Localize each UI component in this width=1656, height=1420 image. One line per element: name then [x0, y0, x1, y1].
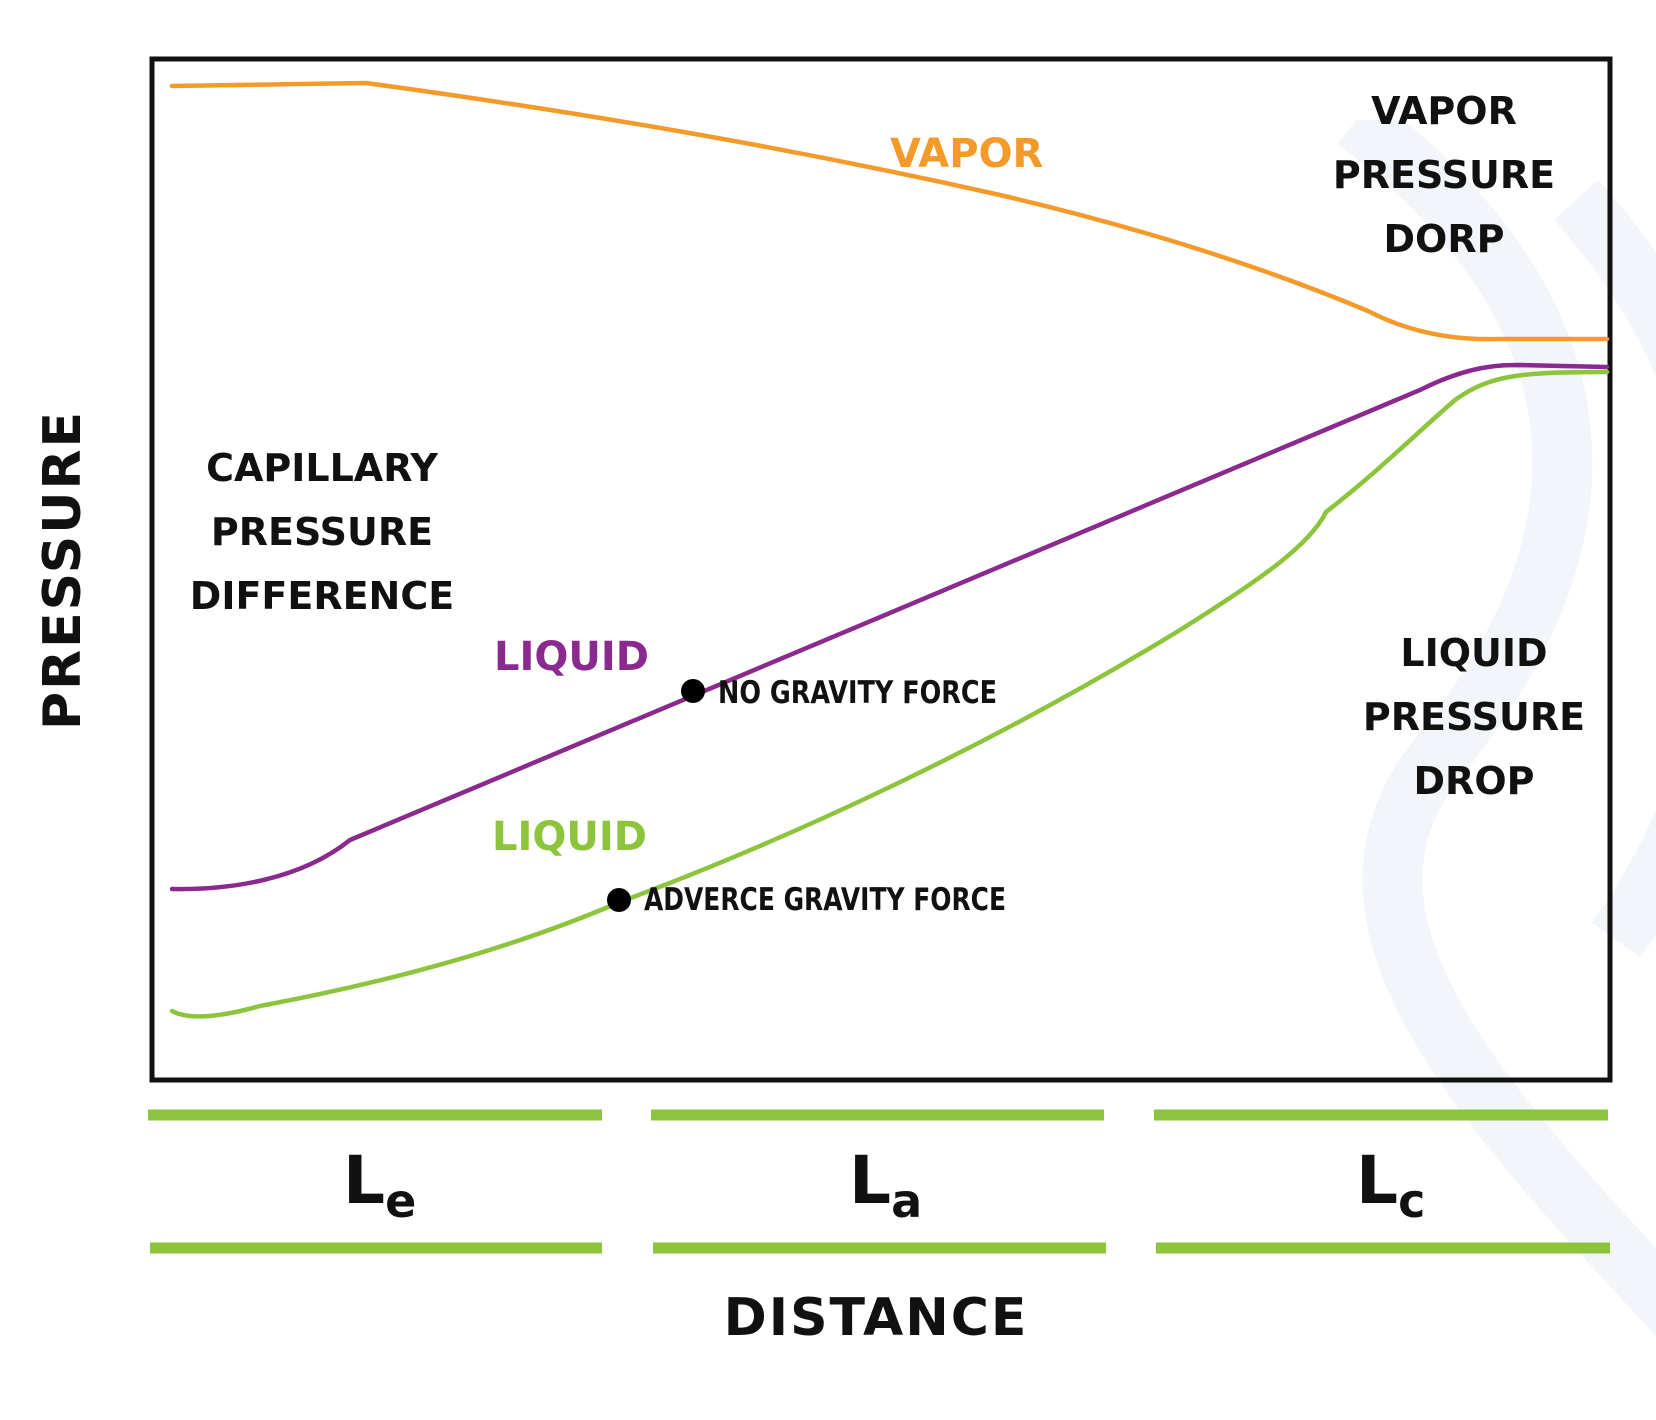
segment-a-main: L — [849, 1142, 891, 1219]
liquid-drop-line-2: PRESSURE — [1363, 695, 1585, 739]
vapor-drop-line-1: VAPOR — [1371, 89, 1517, 133]
vapor-drop-line-3: DORP — [1384, 217, 1505, 261]
vapor-drop-line-2: PRESSURE — [1333, 153, 1555, 197]
segment-label-adiabatic: La — [849, 1142, 922, 1228]
segment-a-sub: a — [891, 1174, 922, 1228]
adverse-gravity-annotation: ADVERCE GRAVITY FORCE — [644, 882, 1006, 918]
segment-bars — [148, 1109, 1610, 1254]
liquid-no-gravity-curve — [169, 362, 1610, 892]
no-gravity-marker — [681, 679, 705, 703]
segment-e-sub: e — [385, 1174, 416, 1228]
liquid-no-gravity-label: LIQUID — [494, 634, 649, 680]
segment-label-evaporator: Le — [343, 1142, 416, 1228]
liquid-drop-line-1: LIQUID — [1400, 631, 1547, 675]
pressure-distance-diagram: VAPOR LIQUID LIQUID NO GRAVITY FORCE ADV… — [33, 56, 1613, 1348]
segment-e-main: L — [343, 1142, 385, 1219]
capillary-line-3: DIFFERENCE — [190, 574, 454, 618]
capillary-line-1: CAPILLARY — [206, 446, 438, 490]
liquid-adverse-gravity-curve — [169, 369, 1610, 1019]
segment-c-main: L — [1356, 1142, 1398, 1219]
liquid-adverse-gravity-label: LIQUID — [492, 814, 647, 860]
liquid-drop-line-3: DROP — [1414, 759, 1535, 803]
no-gravity-annotation: NO GRAVITY FORCE — [718, 675, 997, 711]
segment-label-condenser: Lc — [1356, 1142, 1425, 1228]
capillary-line-2: PRESSURE — [211, 510, 433, 554]
x-axis-title: DISTANCE — [724, 1288, 1029, 1348]
vapor-curve — [169, 80, 1610, 342]
liquid-pressure-drop-label: LIQUID PRESSURE DROP — [1363, 631, 1585, 803]
capillary-pressure-difference-label: CAPILLARY PRESSURE DIFFERENCE — [190, 446, 454, 618]
vapor-curve-label: VAPOR — [890, 131, 1043, 177]
adverse-gravity-marker — [607, 888, 631, 912]
vapor-pressure-drop-label: VAPOR PRESSURE DORP — [1333, 89, 1555, 261]
y-axis-title: PRESSURE — [33, 410, 93, 730]
plot-frame — [149, 56, 1613, 1083]
segment-c-sub: c — [1398, 1174, 1425, 1228]
